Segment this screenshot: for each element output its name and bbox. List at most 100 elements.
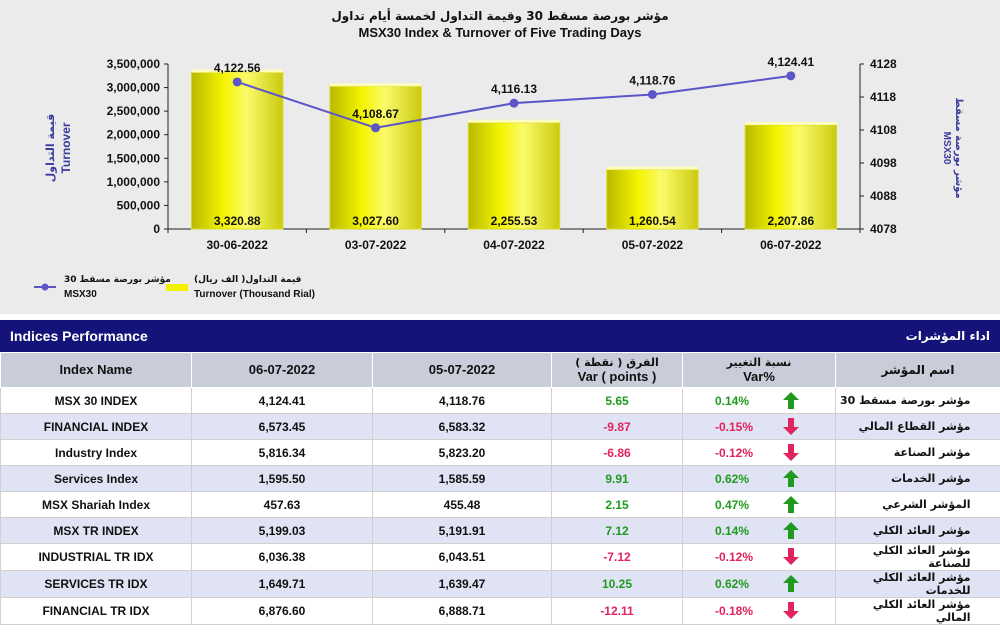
msx30-point-label: 4,116.13 xyxy=(491,82,537,96)
legend-line-marker xyxy=(41,283,49,291)
header-index-name-ar: اسم المؤشر xyxy=(835,352,1000,388)
date2-value-cell: 4,118.76 xyxy=(372,387,552,414)
index-name-ar-cell: المؤشر الشرعي xyxy=(835,491,1000,518)
table-row: Industry Index 5,816.34 5,823.20 -6.86 -0.12… xyxy=(0,439,1000,466)
date1-value-cell: 6,036.38 xyxy=(191,543,373,571)
header-date-1: 06-07-2022 xyxy=(191,352,373,388)
y-right-tick-label: 4088 xyxy=(870,189,897,203)
chart-panel: مؤشر بورصة مسقط 30 وقيمة التداول لخمسة أ… xyxy=(0,0,1000,314)
table-title-ar: اداء المؤشرات xyxy=(905,329,990,343)
arrow-down-icon xyxy=(783,444,799,461)
table-row: FINANCIAL INDEX 6,573.45 6,583.32 -9.87 -0.1… xyxy=(0,413,1000,440)
turnover-bar-cap xyxy=(745,121,837,125)
msx30-point-label: 4,118.76 xyxy=(629,73,675,87)
legend-bar-name: Turnover (Thousand Rial) xyxy=(194,289,315,300)
turnover-bar xyxy=(467,122,561,230)
header-date-2: 05-07-2022 xyxy=(372,352,552,388)
header-index-name: Index Name xyxy=(0,352,192,388)
index-name-cell: FINANCIAL INDEX xyxy=(0,413,192,440)
var-pct-cell: -0.15% xyxy=(682,413,836,440)
arrow-up-icon xyxy=(783,496,799,513)
var-pct-cell: 0.62% xyxy=(682,465,836,492)
table-row: SERVICES TR IDX 1,649.71 1,639.47 10.25 0.62… xyxy=(0,570,1000,598)
header-pct: نسبة التغيير Var% xyxy=(682,352,836,388)
index-name-cell: INDUSTRIAL TR IDX xyxy=(0,543,192,571)
header-var-en: Var ( points ) xyxy=(577,369,657,384)
y-right-tick-label: 4118 xyxy=(870,90,896,104)
index-name-ar-cell: مؤشر بورصة مسقط 30 xyxy=(835,387,1000,414)
var-pct-value: 0.47% xyxy=(715,498,750,512)
y-right-tick-label: 4098 xyxy=(870,156,897,170)
var-pct-cell: 0.62% xyxy=(682,570,836,598)
msx30-point xyxy=(786,71,796,81)
msx30-point-label: 4,122.56 xyxy=(214,61,261,75)
var-points-cell: -6.86 xyxy=(551,439,683,466)
table-row: INDUSTRIAL TR IDX 6,036.38 6,043.51 -7.12 -0… xyxy=(0,543,1000,571)
var-pct-value: 0.14% xyxy=(715,394,750,408)
y-left-tick-label: 3,500,000 xyxy=(107,57,161,71)
index-name-ar-cell: مؤشر العائد الكلي xyxy=(835,517,1000,544)
arrow-up-icon xyxy=(783,575,799,592)
date1-value-cell: 1,595.50 xyxy=(191,465,373,492)
turnover-bar-label: 2,255.53 xyxy=(491,214,538,228)
table-row: MSX Shariah Index 457.63 455.48 2.15 0.47% ال… xyxy=(0,491,1000,518)
turnover-bar-cap xyxy=(468,119,560,123)
var-points-cell: 9.91 xyxy=(551,465,683,492)
table-row: MSX TR INDEX 5,199.03 5,191.91 7.12 0.14% مؤش… xyxy=(0,517,1000,544)
msx30-point-label: 4,108.67 xyxy=(352,107,399,121)
var-points-cell: 5.65 xyxy=(551,387,683,414)
index-name-ar-cell: مؤشر العائد الكلي المالي xyxy=(835,597,1000,625)
header-var: الفرق ( نقطة ) Var ( points ) xyxy=(551,352,683,388)
chart-title-ar: مؤشر بورصة مسقط 30 وقيمة التداول لخمسة أ… xyxy=(331,8,668,24)
msx30-point-label: 4,124.41 xyxy=(767,55,814,69)
date2-value-cell: 5,823.20 xyxy=(372,439,552,466)
index-name-cell: MSX TR INDEX xyxy=(0,517,192,544)
msx30-point xyxy=(232,77,242,87)
table-header-row: Index Name 06-07-2022 05-07-2022 الفرق (… xyxy=(0,352,1000,388)
turnover-bar-cap xyxy=(606,166,699,170)
y-left-label-ar: قيمة التداول xyxy=(44,114,57,182)
msx30-point xyxy=(509,98,519,108)
var-points-cell: -9.87 xyxy=(551,413,683,440)
date1-value-cell: 457.63 xyxy=(191,491,373,518)
date2-value-cell: 6,043.51 xyxy=(372,543,552,571)
legend-bar-name-ar: قيمة التداول( الف ريال) xyxy=(194,275,302,285)
index-name-cell: MSX 30 INDEX xyxy=(0,387,192,414)
table-title-bar: Indices Performance اداء المؤشرات xyxy=(0,320,1000,352)
index-name-cell: MSX Shariah Index xyxy=(0,491,192,518)
arrow-down-icon xyxy=(783,418,799,435)
index-name-ar-cell: مؤشر القطاع المالي xyxy=(835,413,1000,440)
turnover-bar-label: 2,207.86 xyxy=(767,214,814,228)
y-right-tick-label: 4108 xyxy=(870,123,897,137)
y-right-label: MSX30 xyxy=(941,132,952,165)
x-tick-label: 30-06-2022 xyxy=(207,238,269,252)
table-row: MSX 30 INDEX 4,124.41 4,118.76 5.65 0.14% مؤش… xyxy=(0,387,1000,414)
y-left-tick-label: 3,000,000 xyxy=(107,81,161,95)
table-row: FINANCIAL TR IDX 6,876.60 6,888.71 -12.11 -0… xyxy=(0,597,1000,625)
var-pct-cell: 0.47% xyxy=(682,491,836,518)
y-left-label: Turnover xyxy=(59,122,73,173)
index-name-ar-cell: مؤشر العائد الكلي للخدمات xyxy=(835,570,1000,598)
var-pct-value: 0.14% xyxy=(715,524,750,538)
var-pct-cell: -0.12% xyxy=(682,439,836,466)
var-points-cell: 2.15 xyxy=(551,491,683,518)
date2-value-cell: 1,585.59 xyxy=(372,465,552,492)
performance-table: Index Name 06-07-2022 05-07-2022 الفرق (… xyxy=(0,352,1000,625)
turnover-bar xyxy=(744,124,837,230)
legend-line-name-ar: مؤشر بورصة مسقط 30 xyxy=(64,275,171,285)
var-points-cell: -12.11 xyxy=(551,597,683,625)
date2-value-cell: 455.48 xyxy=(372,491,552,518)
arrow-up-icon xyxy=(783,392,799,409)
turnover-bar xyxy=(606,169,699,230)
indices-table: Indices Performance اداء المؤشرات Index … xyxy=(0,320,1000,625)
x-tick-label: 04-07-2022 xyxy=(483,238,545,252)
x-tick-label: 06-07-2022 xyxy=(760,238,822,252)
index-name-cell: Services Index xyxy=(0,465,192,492)
header-pct-ar: نسبة التغيير xyxy=(726,356,792,369)
header-var-ar: الفرق ( نقطة ) xyxy=(575,356,659,369)
legend: مؤشر بورصة مسقط 30 MSX30 قيمة التداول( ا… xyxy=(34,275,315,300)
arrow-up-icon xyxy=(783,470,799,487)
x-tick-label: 03-07-2022 xyxy=(345,238,407,252)
legend-line-name: MSX30 xyxy=(64,289,97,300)
msx30-point xyxy=(647,89,657,99)
